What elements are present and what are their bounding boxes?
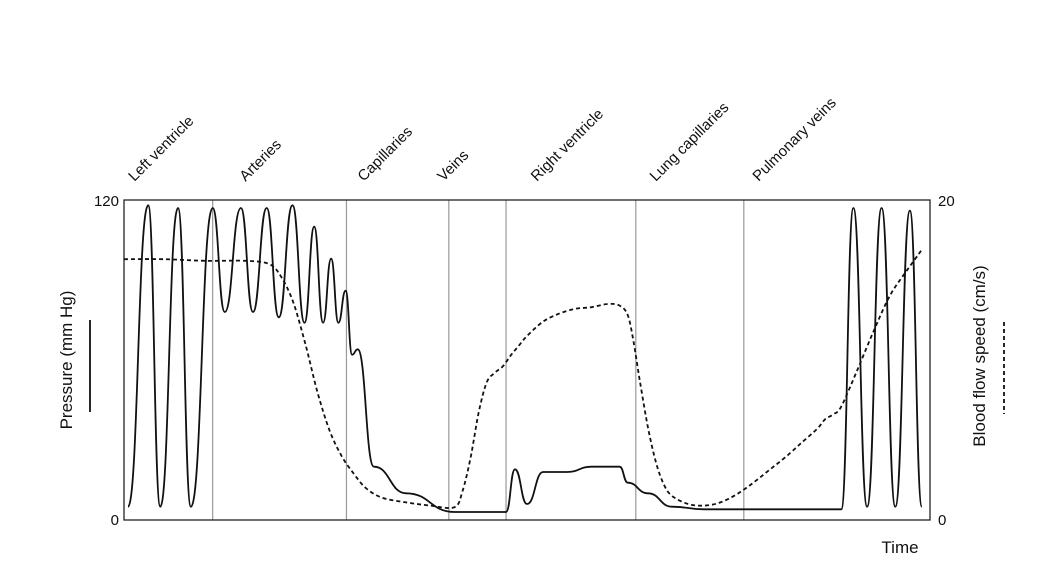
region-labels: Left ventricle Arteries Capillaries Veins Ri… [125,94,840,184]
region-label: Arteries [236,136,285,185]
y-left-tick-min: 0 [111,512,119,529]
y-left-tick-max: 120 [94,193,119,210]
flow-speed-series-line [123,249,923,509]
y-right-tick-min: 0 [938,512,946,529]
region-label: Veins [434,147,472,185]
region-label: Left ventricle [125,113,197,185]
region-divider-lines [212,200,745,520]
region-label: Right ventricle [528,106,607,185]
y-right-axis-label: Blood flow speed (cm/s) [970,265,989,446]
region-label: Pulmonary veins [749,94,839,184]
region-label: Lung capillaries [647,99,733,185]
plot-frame [123,199,931,521]
y-left-axis-label: Pressure (mm Hg) [57,291,76,430]
x-axis-label: Time [881,538,918,557]
pressure-series-line [127,204,923,513]
y-right-tick-max: 20 [938,193,955,210]
region-label: Capillaries [354,123,416,185]
